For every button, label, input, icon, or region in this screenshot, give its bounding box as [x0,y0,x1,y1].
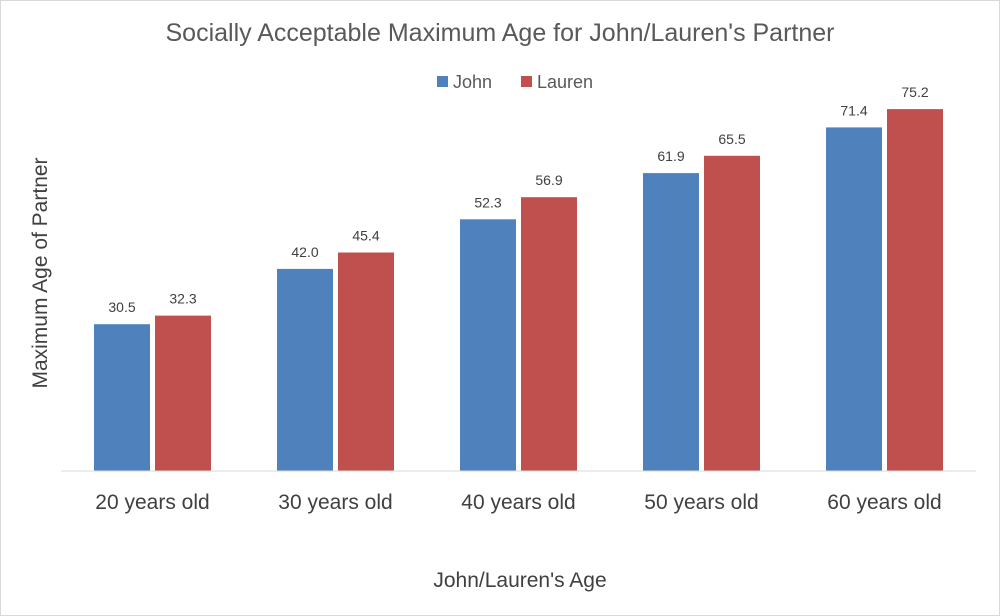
x-axis-title: John/Lauren's Age [433,569,606,592]
data-label-lauren-3: 56.9 [535,172,562,188]
chart-title: Socially Acceptable Maximum Age for John… [165,19,834,47]
data-label-john-1: 30.5 [108,299,135,315]
x-tick-label: 40 years old [461,491,575,514]
bar-john-3 [460,219,516,471]
x-tick-label: 20 years old [95,491,209,514]
legend-swatch-john [437,76,448,87]
data-label-john-2: 42.0 [291,244,318,260]
plot-area: 30.5 32.3 42.0 45.4 52.3 56.9 61.9 65.5 71.4 75.2 [94,84,943,472]
bar-lauren-5 [887,109,943,471]
bar-john-2 [277,268,333,471]
bar-john-4 [643,173,699,471]
bar-lauren-2 [338,252,394,471]
data-label-john-3: 52.3 [474,194,501,210]
bar-lauren-4 [704,155,760,472]
bar-john-5 [826,127,882,472]
legend-label-lauren: Lauren [537,72,593,92]
bar-lauren-1 [155,315,211,471]
bar-lauren-3 [521,197,577,471]
data-label-lauren-4: 65.5 [718,131,745,147]
data-label-lauren-5: 75.2 [901,84,928,100]
bar-john-1 [94,324,150,471]
x-axis-ticks: 20 years old 30 years old 40 years old 50 y… [95,491,941,514]
y-axis-title: Maximum Age of Partner [29,157,52,388]
legend: John Lauren [437,72,593,92]
x-tick-label: 30 years old [278,491,392,514]
x-tick-label: 60 years old [827,491,941,514]
data-label-john-4: 61.9 [657,148,684,164]
data-label-john-5: 71.4 [840,102,867,118]
data-label-lauren-2: 45.4 [352,228,379,244]
legend-swatch-lauren [521,76,532,87]
legend-label-john: John [453,72,492,92]
data-label-lauren-1: 32.3 [169,291,196,307]
x-tick-label: 50 years old [644,491,758,514]
